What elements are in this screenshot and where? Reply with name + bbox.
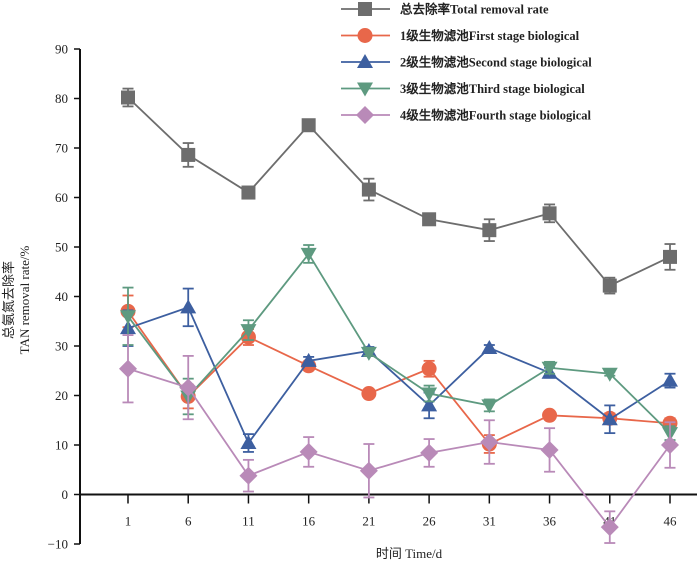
series-line	[127, 252, 671, 434]
data-point	[300, 247, 317, 262]
y-tick-label: 0	[62, 487, 69, 502]
legend-item: 4级生物滤池Fourth stage biological	[341, 106, 591, 124]
data-point	[540, 440, 559, 459]
series-line	[127, 367, 671, 529]
data-point	[181, 147, 196, 162]
series-5	[119, 334, 679, 544]
y-tick-label: 70	[55, 141, 68, 156]
data-point	[300, 352, 317, 367]
data-point	[361, 386, 377, 402]
data-point	[601, 367, 618, 382]
legend-marker	[357, 54, 373, 68]
data-point	[421, 387, 438, 402]
data-point	[301, 118, 316, 133]
x-tick-label: 31	[483, 514, 496, 529]
data-point	[420, 443, 439, 462]
data-point	[120, 310, 136, 325]
legend-item: 3级生物滤池Third stage biological	[341, 81, 585, 97]
data-point	[422, 212, 437, 227]
legend-label: 总去除率Total removal rate	[400, 2, 549, 17]
legend-item: 2级生物滤池Second stage biological	[341, 54, 592, 70]
x-tick-label: 1	[125, 514, 132, 529]
data-point	[121, 90, 135, 105]
y-tick-label: 90	[55, 42, 68, 57]
legend: 总去除率Total removal rate 1级生物滤池First stage …	[341, 2, 592, 124]
y-tick-label: 10	[55, 438, 68, 453]
data-point	[179, 378, 198, 397]
x-tick-label: 11	[242, 514, 255, 529]
data-point	[119, 359, 137, 378]
y-tick-label: 60	[55, 190, 68, 205]
legend-item: 1级生物滤池First stage biological	[341, 28, 580, 43]
x-tick-label: 26	[423, 514, 437, 529]
y-axis-title-cn: 总氨氮去除率	[1, 261, 16, 339]
data-point	[180, 299, 197, 314]
data-point	[360, 346, 377, 361]
data-point	[240, 324, 257, 339]
x-tick-label: 16	[302, 514, 316, 529]
y-tick-label: 50	[55, 240, 68, 255]
data-point	[663, 249, 677, 264]
legend-marker	[357, 28, 373, 43]
y-ticks: −10 0 10 20 30 40 50 60 70 80 90	[48, 42, 80, 552]
data-point	[359, 461, 378, 480]
data-point	[481, 399, 498, 414]
legend-item: 总去除率Total removal rate	[341, 2, 549, 17]
data-point	[542, 206, 557, 221]
series-1	[121, 87, 677, 295]
data-point	[480, 433, 499, 452]
x-tick-label: 21	[362, 514, 375, 529]
data-point	[542, 407, 558, 423]
data-point	[600, 518, 619, 537]
data-point	[602, 278, 617, 293]
x-tick-label: 36	[543, 514, 557, 529]
data-point	[421, 397, 438, 412]
x-ticks: 161116212631364146	[125, 494, 678, 529]
data-point	[241, 185, 256, 200]
series-3	[120, 287, 678, 453]
legend-label: 4级生物滤池Fourth stage biological	[400, 108, 591, 123]
legend-label: 2级生物滤池Second stage biological	[400, 55, 592, 70]
y-tick-label: 20	[55, 388, 68, 403]
x-tick-label: 46	[664, 514, 678, 529]
series-line	[127, 306, 671, 445]
data-point	[240, 435, 257, 450]
data-point	[481, 339, 498, 354]
y-tick-label: 40	[55, 289, 68, 304]
y-tick-label: 30	[55, 339, 68, 354]
data-point	[661, 436, 679, 454]
legend-marker	[357, 82, 373, 97]
data-point	[421, 361, 437, 377]
data-point	[239, 466, 258, 485]
y-tick-label: −10	[48, 537, 68, 552]
y-axis-title-en: TAN removal rate/%	[17, 245, 32, 354]
data-point	[662, 372, 678, 387]
data-point	[601, 411, 618, 426]
legend-label: 1级生物滤池First stage biological	[400, 28, 580, 43]
data-point	[299, 442, 318, 461]
legend-label: 3级生物滤池Third stage biological	[400, 81, 585, 96]
data-point	[482, 223, 497, 238]
x-axis-title: 时间 Time/d	[376, 546, 443, 561]
legend-marker	[358, 2, 372, 16]
data-point	[361, 182, 376, 197]
series-line	[127, 96, 671, 287]
legend-marker	[356, 106, 374, 124]
x-tick-label: 6	[185, 514, 192, 529]
series-layer	[119, 87, 679, 544]
y-tick-label: 80	[55, 91, 68, 106]
data-point	[541, 361, 558, 376]
series-line	[127, 310, 671, 446]
